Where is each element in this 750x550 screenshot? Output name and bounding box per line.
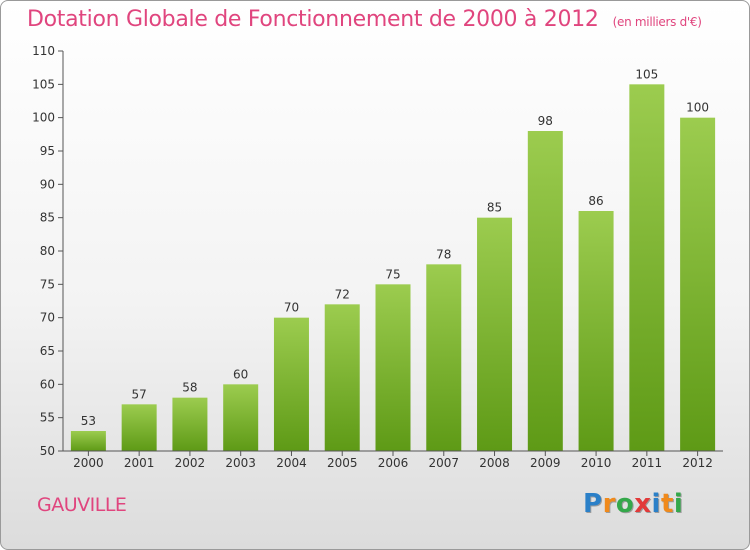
data-label-2007: 78 xyxy=(436,247,451,261)
logo-letter: P xyxy=(583,489,603,519)
data-label-2005: 72 xyxy=(335,287,350,301)
data-label-2008: 85 xyxy=(487,201,502,215)
y-tick-label: 110 xyxy=(32,44,55,58)
y-tick-label: 65 xyxy=(40,344,55,358)
logo-letter: t xyxy=(660,489,674,519)
bar-2002[interactable] xyxy=(172,397,208,451)
x-tick-label: 2011 xyxy=(632,456,663,470)
x-tick-label: 2006 xyxy=(378,456,409,470)
y-tick-label: 85 xyxy=(40,211,55,225)
y-tick-label: 70 xyxy=(40,311,55,325)
y-tick-label: 75 xyxy=(40,277,55,291)
x-tick-label: 2004 xyxy=(276,456,307,470)
logo-letter: r xyxy=(602,489,616,519)
logo-letter: i xyxy=(673,489,684,519)
town-name: GAUVILLE xyxy=(37,494,127,516)
y-tick-label: 55 xyxy=(40,411,55,425)
data-label-2012: 100 xyxy=(686,101,709,115)
bar-2006[interactable] xyxy=(375,284,411,451)
x-tick-label: 2008 xyxy=(479,456,510,470)
x-tick-label: 2012 xyxy=(682,456,713,470)
y-tick-label: 60 xyxy=(40,377,55,391)
bar-2000[interactable] xyxy=(70,431,106,451)
y-tick-label: 95 xyxy=(40,144,55,158)
x-tick-label: 2009 xyxy=(530,456,561,470)
bar-2005[interactable] xyxy=(324,304,360,451)
chart-unit: (en milliers d'€) xyxy=(612,15,702,29)
data-label-2003: 60 xyxy=(233,367,248,381)
bar-2011[interactable] xyxy=(629,84,665,451)
data-label-2009: 98 xyxy=(538,114,553,128)
logo-letter: o xyxy=(615,489,635,519)
bar-2010[interactable] xyxy=(578,211,614,451)
y-tick-label: 100 xyxy=(32,111,55,125)
x-tick-label: 2001 xyxy=(124,456,155,470)
logo-letter: i xyxy=(651,489,661,519)
x-tick-label: 2005 xyxy=(327,456,358,470)
data-label-2000: 53 xyxy=(81,414,96,428)
data-label-2006: 75 xyxy=(385,267,400,281)
chart-title: Dotation Globale de Fonctionnement de 20… xyxy=(27,7,702,32)
x-tick-label: 2007 xyxy=(428,456,459,470)
x-tick-label: 2003 xyxy=(225,456,256,470)
chart-title-text: Dotation Globale de Fonctionnement de 20… xyxy=(27,7,599,32)
data-label-2010: 86 xyxy=(588,194,603,208)
proxiti-logo[interactable]: Proxiti xyxy=(583,489,683,519)
bar-2012[interactable] xyxy=(680,117,716,452)
logo-letter: x xyxy=(634,489,652,519)
bar-2004[interactable] xyxy=(273,317,309,451)
bar-2001[interactable] xyxy=(121,404,157,451)
x-tick-label: 2000 xyxy=(73,456,104,470)
data-label-2002: 58 xyxy=(182,381,197,395)
data-label-2004: 70 xyxy=(284,301,299,315)
y-tick-label: 80 xyxy=(40,244,55,258)
bar-2009[interactable] xyxy=(527,131,563,451)
y-tick-label: 90 xyxy=(40,177,55,191)
data-label-2011: 105 xyxy=(635,67,658,81)
y-tick-label: 105 xyxy=(32,77,55,91)
y-tick-label: 50 xyxy=(40,444,55,458)
data-label-2001: 57 xyxy=(132,387,147,401)
bar-2003[interactable] xyxy=(223,384,259,451)
bar-2007[interactable] xyxy=(426,264,462,451)
x-tick-label: 2010 xyxy=(581,456,612,470)
bar-2008[interactable] xyxy=(477,217,513,451)
x-tick-label: 2002 xyxy=(175,456,206,470)
